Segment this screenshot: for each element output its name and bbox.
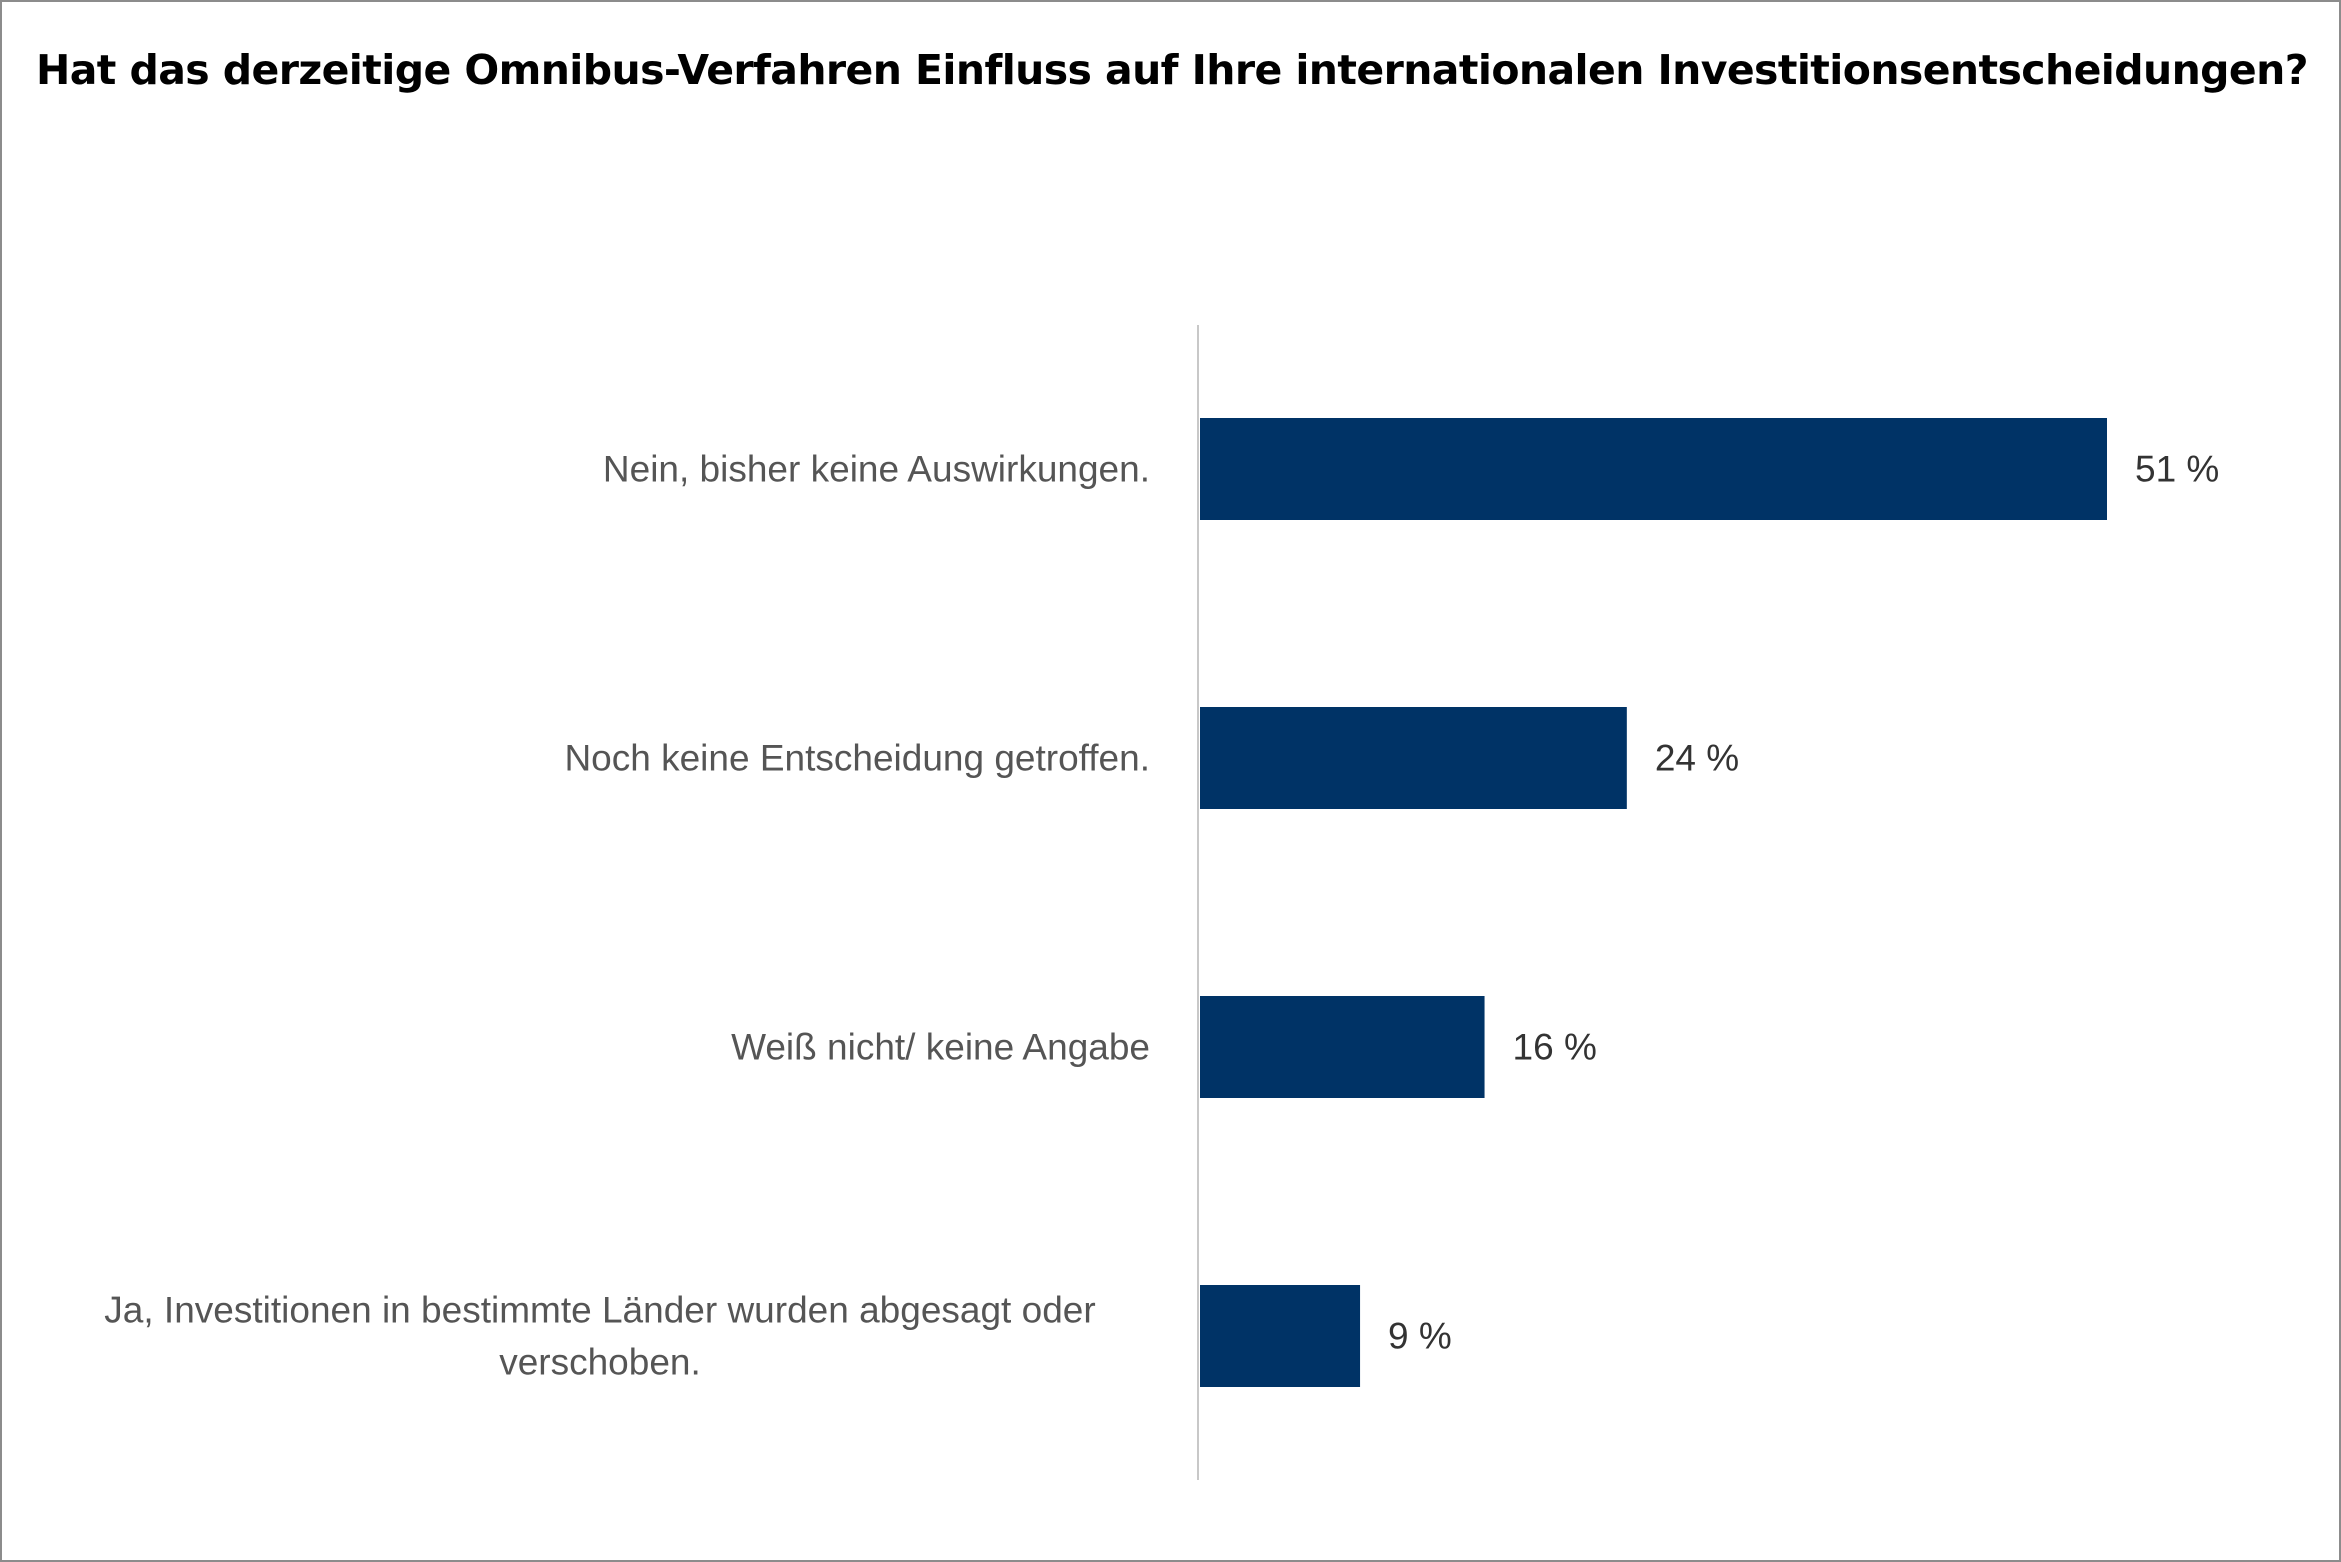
category-label-line: verschoben. xyxy=(499,1342,701,1383)
category-label-line: Weiß nicht/ keine Angabe xyxy=(731,1027,1150,1068)
value-label: 9 % xyxy=(1388,1316,1452,1357)
category-label-line: Noch keine Entscheidung getroffen. xyxy=(564,738,1150,779)
category-label: Noch keine Entscheidung getroffen. xyxy=(564,738,1150,779)
labels-layer: 51 % Nein, bisher keine Auswirkungen. 24 %… xyxy=(104,449,2219,1383)
bar xyxy=(1200,707,1627,809)
value-label: 24 % xyxy=(1655,738,1739,779)
bars-layer xyxy=(1200,418,2107,1387)
bar xyxy=(1200,1285,1361,1387)
bar xyxy=(1200,418,2107,520)
category-label-line: Nein, bisher keine Auswirkungen. xyxy=(603,449,1150,490)
value-label: 16 % xyxy=(1513,1027,1597,1068)
bar xyxy=(1200,996,1485,1098)
chart-title: Hat das derzeitige Omnibus-Verfahren Ein… xyxy=(36,46,2309,94)
category-label: Nein, bisher keine Auswirkungen. xyxy=(603,449,1150,490)
category-label-line: Ja, Investitionen in bestimmte Länder wu… xyxy=(104,1290,1095,1331)
value-label: 51 % xyxy=(2135,449,2219,490)
category-label: Weiß nicht/ keine Angabe xyxy=(731,1027,1150,1068)
category-label: Ja, Investitionen in bestimmte Länder wu… xyxy=(104,1290,1095,1383)
